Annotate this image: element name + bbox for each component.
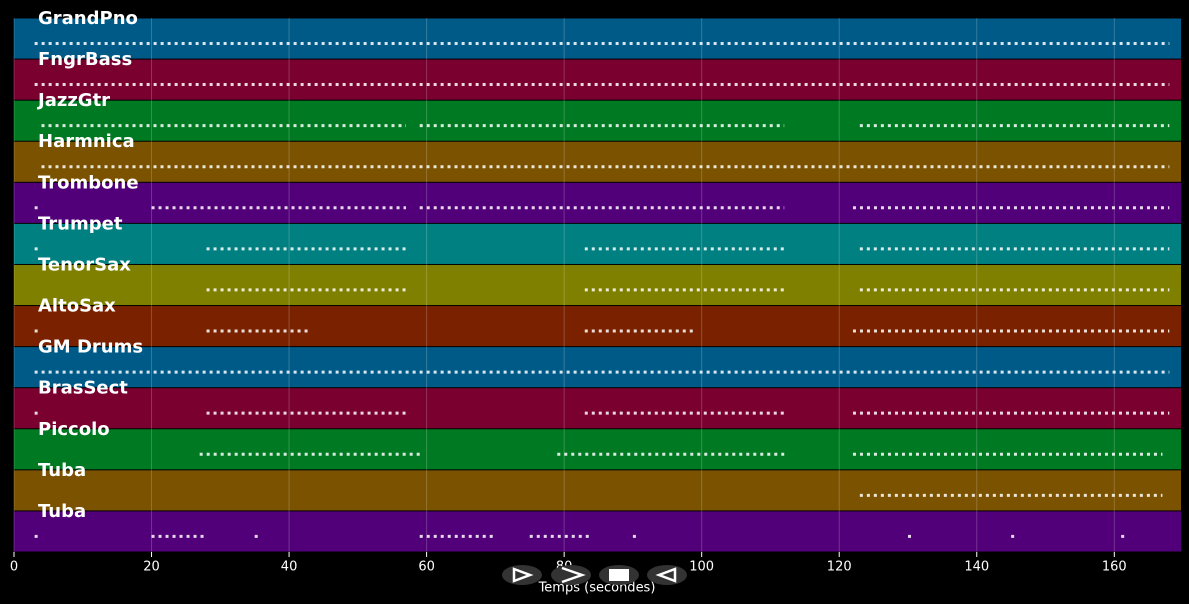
track-name: AltoSax [38, 296, 116, 317]
track-band [14, 18, 1181, 59]
x-tick-label: 20 [143, 560, 160, 575]
x-tick-label: 40 [281, 560, 298, 575]
track-band [14, 264, 1181, 306]
x-tick-label: 100 [689, 560, 714, 575]
track-band [14, 182, 1181, 223]
track-band [14, 59, 1181, 100]
track-band [14, 223, 1181, 264]
play-button[interactable] [502, 565, 542, 585]
plot: 020406080100120140160GrandPnoFngrBassJaz… [10, 8, 1181, 575]
track-band [14, 511, 1181, 552]
track-band [14, 388, 1181, 429]
x-axis-label: Temps (secondes) [538, 581, 656, 596]
track-name: Trombone [38, 172, 139, 193]
track-name: GrandPno [38, 8, 138, 29]
forward-button[interactable] [551, 565, 591, 585]
track-name: BrasSect [38, 378, 128, 399]
x-tick-label: 160 [1102, 560, 1127, 575]
track-band [14, 470, 1181, 511]
transport-controls [502, 565, 687, 585]
x-tick-label: 0 [10, 560, 18, 575]
track-name: Tuba [38, 501, 86, 522]
track-band [14, 347, 1181, 388]
x-tick-label: 120 [827, 560, 852, 575]
x-tick-label: 60 [418, 560, 435, 575]
track-name: Harmnica [38, 131, 135, 152]
track-name: Trumpet [38, 213, 123, 234]
track-band [14, 100, 1181, 141]
track-name: GM Drums [38, 337, 143, 358]
x-tick-label: 140 [964, 560, 989, 575]
track-name: Piccolo [38, 419, 110, 440]
track-name: Tuba [38, 460, 86, 481]
track-band [14, 306, 1181, 347]
track-name: TenorSax [38, 254, 131, 275]
stop-button[interactable] [599, 565, 639, 585]
track-name: FngrBass [38, 49, 132, 70]
track-name: JazzGtr [36, 90, 110, 111]
rewind-button[interactable] [647, 565, 687, 585]
track-band [14, 429, 1181, 470]
track-band [14, 141, 1181, 182]
